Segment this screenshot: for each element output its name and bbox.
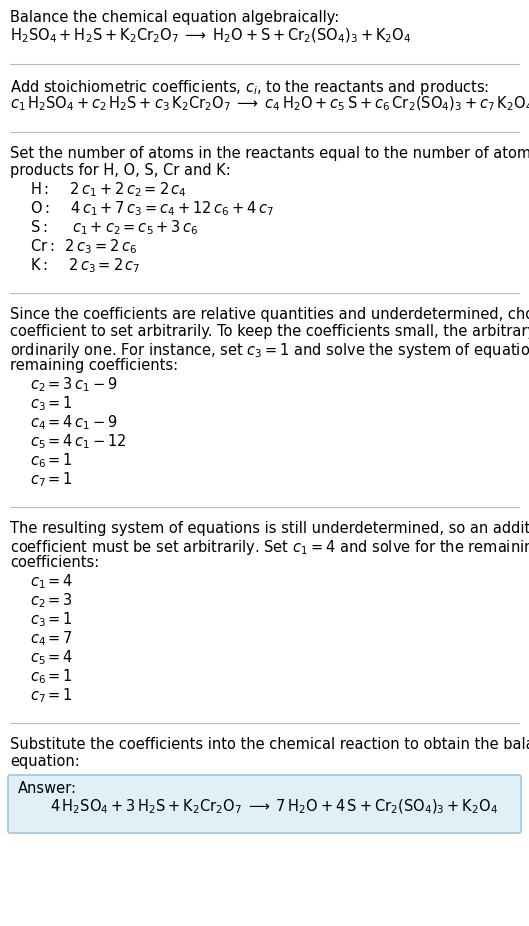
- Text: $c_2 = 3\,c_1 - 9$: $c_2 = 3\,c_1 - 9$: [30, 375, 118, 394]
- Text: $\mathrm{S:\;}\quad\; c_1 + c_2 = c_5 + 3\,c_6$: $\mathrm{S:\;}\quad\; c_1 + c_2 = c_5 + …: [30, 218, 198, 237]
- Text: $c_2 = 3$: $c_2 = 3$: [30, 591, 73, 609]
- Text: Substitute the coefficients into the chemical reaction to obtain the balanced: Substitute the coefficients into the che…: [10, 737, 529, 752]
- Text: The resulting system of equations is still underdetermined, so an additional: The resulting system of equations is sti…: [10, 521, 529, 536]
- Text: $c_5 = 4$: $c_5 = 4$: [30, 648, 74, 667]
- Text: $c_1 = 4$: $c_1 = 4$: [30, 572, 74, 591]
- Text: $\mathrm{H_2SO_4 + H_2S + K_2Cr_2O_7 \;\longrightarrow\; H_2O + S + Cr_2(SO_4)_3: $\mathrm{H_2SO_4 + H_2S + K_2Cr_2O_7 \;\…: [10, 27, 412, 45]
- Text: $c_7 = 1$: $c_7 = 1$: [30, 470, 73, 489]
- Text: $\mathrm{K:\;}\quad 2\,c_3 = 2\,c_7$: $\mathrm{K:\;}\quad 2\,c_3 = 2\,c_7$: [30, 256, 140, 275]
- Text: Balance the chemical equation algebraically:: Balance the chemical equation algebraica…: [10, 10, 339, 25]
- Text: $c_4 = 7$: $c_4 = 7$: [30, 629, 73, 647]
- Text: $\mathrm{O:\;}\quad 4\,c_1 + 7\,c_3 = c_4 + 12\,c_6 + 4\,c_7$: $\mathrm{O:\;}\quad 4\,c_1 + 7\,c_3 = c_…: [30, 199, 274, 218]
- Text: products for H, O, S, Cr and K:: products for H, O, S, Cr and K:: [10, 163, 231, 178]
- Text: $c_6 = 1$: $c_6 = 1$: [30, 451, 73, 469]
- Text: equation:: equation:: [10, 754, 80, 769]
- Text: $\mathrm{H:\;}\quad 2\,c_1 + 2\,c_2 = 2\,c_4$: $\mathrm{H:\;}\quad 2\,c_1 + 2\,c_2 = 2\…: [30, 180, 187, 199]
- Text: Since the coefficients are relative quantities and underdetermined, choose a: Since the coefficients are relative quan…: [10, 307, 529, 322]
- Text: ordinarily one. For instance, set $c_3 = 1$ and solve the system of equations fo: ordinarily one. For instance, set $c_3 =…: [10, 341, 529, 360]
- Text: $\mathrm{Cr:}\;\; 2\,c_3 = 2\,c_6$: $\mathrm{Cr:}\;\; 2\,c_3 = 2\,c_6$: [30, 237, 137, 256]
- Text: $c_3 = 1$: $c_3 = 1$: [30, 394, 73, 413]
- Text: coefficient to set arbitrarily. To keep the coefficients small, the arbitrary va: coefficient to set arbitrarily. To keep …: [10, 324, 529, 339]
- Text: remaining coefficients:: remaining coefficients:: [10, 358, 178, 373]
- Text: coefficients:: coefficients:: [10, 555, 99, 570]
- Text: $c_4 = 4\,c_1 - 9$: $c_4 = 4\,c_1 - 9$: [30, 413, 118, 432]
- Text: coefficient must be set arbitrarily. Set $c_1 = 4$ and solve for the remaining: coefficient must be set arbitrarily. Set…: [10, 538, 529, 557]
- Text: $c_6 = 1$: $c_6 = 1$: [30, 667, 73, 685]
- Text: Set the number of atoms in the reactants equal to the number of atoms in the: Set the number of atoms in the reactants…: [10, 146, 529, 161]
- Text: $c_1\,\mathrm{H_2SO_4} + c_2\,\mathrm{H_2S} + c_3\,\mathrm{K_2Cr_2O_7} \;\longri: $c_1\,\mathrm{H_2SO_4} + c_2\,\mathrm{H_…: [10, 95, 529, 113]
- Text: $c_7 = 1$: $c_7 = 1$: [30, 686, 73, 705]
- Text: Add stoichiometric coefficients, $c_i$, to the reactants and products:: Add stoichiometric coefficients, $c_i$, …: [10, 78, 489, 97]
- Text: $4\,\mathrm{H_2SO_4} + 3\,\mathrm{H_2S} + \mathrm{K_2Cr_2O_7} \;\longrightarrow\: $4\,\mathrm{H_2SO_4} + 3\,\mathrm{H_2S} …: [50, 798, 498, 817]
- Text: $c_5 = 4\,c_1 - 12$: $c_5 = 4\,c_1 - 12$: [30, 432, 127, 451]
- Text: $c_3 = 1$: $c_3 = 1$: [30, 610, 73, 629]
- Text: Answer:: Answer:: [18, 781, 77, 796]
- FancyBboxPatch shape: [8, 775, 521, 833]
